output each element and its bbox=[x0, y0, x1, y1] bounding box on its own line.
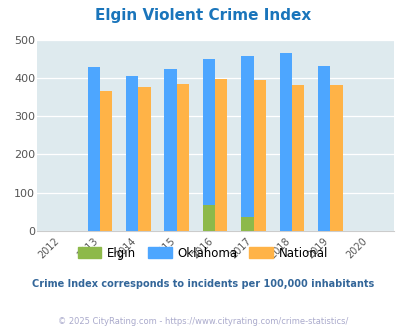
Bar bbox=[138, 87, 150, 231]
Bar bbox=[318, 66, 330, 231]
Text: Elgin Violent Crime Index: Elgin Violent Crime Index bbox=[95, 8, 310, 23]
Text: Crime Index corresponds to incidents per 100,000 inhabitants: Crime Index corresponds to incidents per… bbox=[32, 279, 373, 289]
Legend: Elgin, Oklahoma, National: Elgin, Oklahoma, National bbox=[73, 242, 332, 264]
Bar bbox=[202, 205, 215, 231]
Bar bbox=[100, 90, 112, 231]
Bar bbox=[215, 79, 227, 231]
Bar bbox=[176, 84, 189, 231]
Bar bbox=[279, 52, 291, 231]
Bar bbox=[291, 85, 304, 231]
Bar bbox=[164, 69, 176, 231]
Text: © 2025 CityRating.com - https://www.cityrating.com/crime-statistics/: © 2025 CityRating.com - https://www.city… bbox=[58, 317, 347, 326]
Bar bbox=[202, 59, 215, 231]
Bar bbox=[241, 56, 253, 231]
Bar bbox=[87, 67, 100, 231]
Bar bbox=[330, 85, 342, 231]
Bar bbox=[253, 80, 265, 231]
Bar bbox=[126, 76, 138, 231]
Bar bbox=[241, 217, 253, 231]
